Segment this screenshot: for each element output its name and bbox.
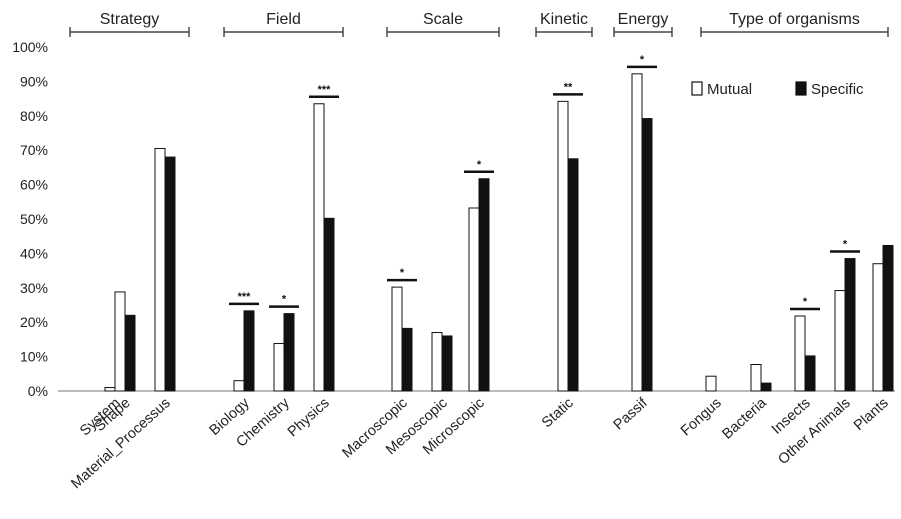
category-label-plants: Plants xyxy=(851,395,892,434)
bar-mutual-physics xyxy=(313,103,325,392)
bars xyxy=(104,73,894,392)
group-header-energy: Energy xyxy=(613,11,673,37)
group-title: Energy xyxy=(618,11,669,28)
significance-stars-microscopic: * xyxy=(477,159,482,171)
bar-mutual-shape xyxy=(114,291,126,392)
bar-specific-static xyxy=(567,158,579,392)
y-tick-label: 90% xyxy=(20,73,48,89)
bar-mutual-plants xyxy=(872,263,884,392)
bar-mutual-passif xyxy=(631,73,643,392)
bar-specific-insects xyxy=(804,355,816,392)
bar-mutual-material-processus xyxy=(154,147,166,392)
category-label-physics: Physics xyxy=(285,395,333,440)
y-tick-label: 60% xyxy=(20,177,48,193)
y-tick-label: 0% xyxy=(28,383,48,399)
bar-specific-chemistry xyxy=(283,313,295,392)
bar-specific-other-animals xyxy=(844,258,856,392)
significance-stars-biology: *** xyxy=(238,291,252,303)
legend-item-specific: Specific xyxy=(795,81,864,98)
category-label-bacteria: Bacteria xyxy=(719,394,770,442)
significance-stars-other-animals: * xyxy=(843,239,848,251)
significance-stars-macroscopic: * xyxy=(400,267,405,279)
bar-specific-bacteria xyxy=(760,382,772,392)
legend-swatch xyxy=(795,81,807,96)
bar-specific-shape xyxy=(124,314,136,392)
bar-mutual-fongus xyxy=(705,375,717,392)
bar-mutual-other-animals xyxy=(834,290,846,392)
group-header-type-of-organisms: Type of organisms xyxy=(700,11,889,37)
legend-label: Specific xyxy=(811,81,864,98)
group-title: Strategy xyxy=(100,11,160,28)
bar-specific-biology xyxy=(243,310,255,392)
bar-specific-material-processus xyxy=(164,156,176,392)
y-tick-label: 50% xyxy=(20,211,48,227)
group-header-strategy: Strategy xyxy=(69,11,190,37)
bar-mutual-static xyxy=(557,100,569,392)
y-tick-label: 20% xyxy=(20,314,48,330)
legend-item-mutual: Mutual xyxy=(691,81,752,98)
bar-specific-plants xyxy=(882,244,894,392)
significance-stars-passif: * xyxy=(640,54,645,66)
legend-swatch xyxy=(691,81,703,96)
legend-label: Mutual xyxy=(707,81,752,98)
bar-mutual-biology xyxy=(233,380,245,392)
y-tick-label: 100% xyxy=(12,39,48,55)
bar-mutual-macroscopic xyxy=(391,286,403,392)
group-headers: Strategy Field Scale Kinetic Energy Type of o… xyxy=(69,11,889,37)
group-title: Field xyxy=(266,11,301,28)
legend: Mutual Specific xyxy=(691,81,864,98)
y-tick-label: 30% xyxy=(20,280,48,296)
category-label-fongus: Fongus xyxy=(678,395,725,439)
significance-stars-static: ** xyxy=(564,81,573,93)
category-label-passif: Passif xyxy=(611,394,652,433)
group-header-kinetic: Kinetic xyxy=(535,11,593,37)
bar-specific-macroscopic xyxy=(401,327,413,392)
group-title: Scale xyxy=(423,11,463,28)
category-label-static: Static xyxy=(539,395,577,431)
group-header-field: Field xyxy=(223,11,344,37)
bar-mutual-chemistry xyxy=(273,343,285,392)
axes: 0% 10% 20% 30% 40% 50% 60% 70% 80% 90% 100% xyxy=(12,39,895,399)
significance-markers: *** *********** xyxy=(229,54,860,311)
group-title: Type of organisms xyxy=(729,11,860,28)
category-label-other-animals: Other Animals xyxy=(775,395,853,468)
y-tick-label: 40% xyxy=(20,245,48,261)
bar-mutual-microscopic xyxy=(468,207,480,392)
y-tick-label: 10% xyxy=(20,349,48,365)
bar-specific-physics xyxy=(323,217,335,392)
bar-mutual-bacteria xyxy=(750,364,762,392)
bar-specific-microscopic xyxy=(478,178,490,392)
significance-stars-chemistry: * xyxy=(282,294,287,306)
bar-mutual-insects xyxy=(794,315,806,392)
significance-stars-insects: * xyxy=(803,296,808,308)
bar-specific-passif xyxy=(641,118,653,392)
y-tick-label: 80% xyxy=(20,108,48,124)
bar-mutual-mesoscopic xyxy=(431,332,443,392)
bar-mutual-system xyxy=(104,387,116,392)
bar-specific-mesoscopic xyxy=(441,335,453,392)
group-title: Kinetic xyxy=(540,11,588,28)
y-tick-label: 70% xyxy=(20,142,48,158)
significance-stars-physics: *** xyxy=(318,84,332,96)
group-header-scale: Scale xyxy=(386,11,500,37)
